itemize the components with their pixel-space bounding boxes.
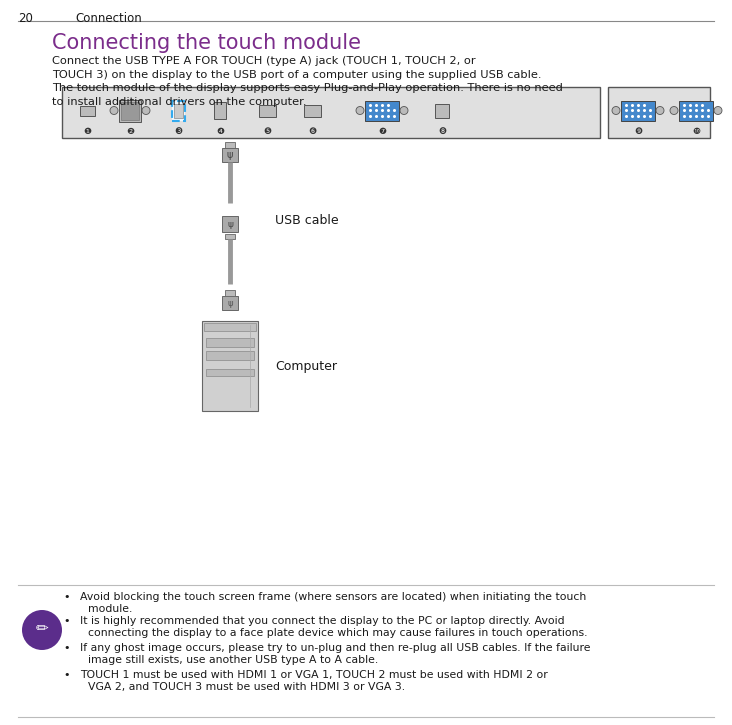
Text: ❿: ❿: [692, 127, 700, 136]
Bar: [225, 142, 235, 148]
Circle shape: [110, 107, 118, 115]
Bar: [62, 87, 600, 138]
Bar: [225, 234, 235, 239]
Bar: [121, 102, 139, 120]
Text: The touch module of the display supports easy Plug-and-Play operation. There is : The touch module of the display supports…: [52, 83, 563, 93]
Text: ❽: ❽: [438, 127, 446, 136]
Bar: [173, 104, 182, 117]
Circle shape: [142, 107, 150, 115]
Text: ❼: ❼: [378, 127, 386, 136]
Text: ❹: ❹: [216, 127, 224, 136]
Bar: [222, 296, 238, 310]
Circle shape: [400, 107, 408, 115]
Circle shape: [356, 107, 364, 115]
Circle shape: [714, 107, 722, 115]
Text: module.: module.: [88, 604, 132, 614]
Text: TOUCH 3) on the display to the USB port of a computer using the supplied USB cab: TOUCH 3) on the display to the USB port …: [52, 70, 542, 80]
FancyBboxPatch shape: [679, 101, 713, 120]
Circle shape: [612, 107, 620, 115]
Bar: [222, 216, 238, 232]
Text: VGA 2, and TOUCH 3 must be used with HDMI 3 or VGA 3.: VGA 2, and TOUCH 3 must be used with HDM…: [88, 682, 405, 692]
Bar: [206, 338, 254, 347]
Text: If any ghost image occurs, please try to un-plug and then re-plug all USB cables: If any ghost image occurs, please try to…: [80, 643, 591, 653]
FancyBboxPatch shape: [258, 104, 275, 117]
Text: ❶: ❶: [83, 127, 91, 136]
Bar: [119, 99, 141, 122]
Circle shape: [656, 107, 664, 115]
Circle shape: [22, 610, 62, 650]
Text: ❷: ❷: [126, 127, 134, 136]
Text: It is highly recommended that you connect the display to the PC or laptop direct: It is highly recommended that you connec…: [80, 616, 564, 626]
Text: image still exists, use another USB type A to A cable.: image still exists, use another USB type…: [88, 655, 378, 665]
Text: •: •: [64, 616, 70, 626]
Text: connecting the display to a face plate device which may cause failures in touch : connecting the display to a face plate d…: [88, 628, 588, 638]
Bar: [202, 321, 258, 411]
Text: ψ: ψ: [227, 220, 233, 228]
Text: ❺: ❺: [263, 127, 271, 136]
Bar: [608, 87, 710, 138]
FancyBboxPatch shape: [365, 101, 399, 120]
Bar: [222, 148, 238, 162]
Bar: [225, 290, 235, 296]
Text: Avoid blocking the touch screen frame (where sensors are located) when initiatin: Avoid blocking the touch screen frame (w…: [80, 592, 586, 602]
Text: Connect the USB TYPE A FOR TOUCH (type A) jack (TOUCH 1, TOUCH 2, or: Connect the USB TYPE A FOR TOUCH (type A…: [52, 56, 476, 66]
FancyBboxPatch shape: [80, 106, 94, 115]
Bar: [206, 351, 254, 360]
FancyBboxPatch shape: [214, 102, 226, 119]
Text: ❾: ❾: [634, 127, 642, 136]
Bar: [204, 323, 256, 331]
Text: TOUCH 1 must be used with HDMI 1 or VGA 1, TOUCH 2 must be used with HDMI 2 or: TOUCH 1 must be used with HDMI 1 or VGA …: [80, 670, 548, 680]
Text: Computer: Computer: [275, 360, 337, 373]
Text: •: •: [64, 670, 70, 680]
Text: •: •: [64, 643, 70, 653]
Text: Connecting the touch module: Connecting the touch module: [52, 33, 361, 53]
Text: to install additional drivers on the computer.: to install additional drivers on the com…: [52, 96, 307, 107]
Bar: [171, 101, 184, 120]
Circle shape: [670, 107, 678, 115]
Text: ❸: ❸: [174, 127, 182, 136]
FancyBboxPatch shape: [304, 104, 321, 117]
Text: ✏: ✏: [36, 621, 48, 636]
Text: ψ: ψ: [227, 299, 233, 307]
Text: •: •: [64, 592, 70, 602]
Bar: [206, 369, 254, 376]
FancyBboxPatch shape: [621, 101, 655, 120]
Text: USB cable: USB cable: [275, 213, 339, 226]
Text: Connection: Connection: [75, 12, 142, 25]
Text: ψ: ψ: [227, 150, 234, 160]
Text: ❻: ❻: [308, 127, 316, 136]
FancyBboxPatch shape: [435, 104, 449, 117]
Text: 20: 20: [18, 12, 33, 25]
